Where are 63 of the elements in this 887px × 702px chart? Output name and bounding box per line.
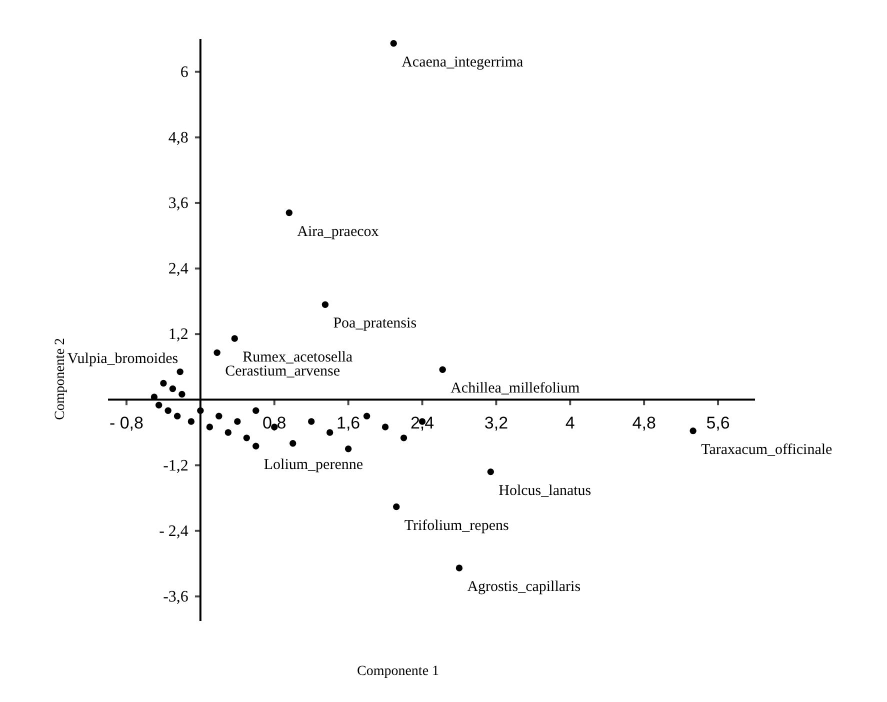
point xyxy=(393,503,400,510)
x-tick-label: 5,6 xyxy=(706,414,730,433)
annotation: Agrostis_capillaris xyxy=(467,578,581,595)
x-tick-label: 2,4 xyxy=(410,414,434,433)
point xyxy=(176,368,184,376)
point xyxy=(206,424,214,430)
point xyxy=(214,349,220,356)
y-tick-label: - 2,4 xyxy=(159,522,188,540)
x-axis-title: Componente 1 xyxy=(356,664,440,679)
annotation: Vulpia_bromoides xyxy=(67,350,178,367)
annotation: Trifolium_repens xyxy=(404,518,509,534)
annotation: Holcus_lanatus xyxy=(498,482,592,499)
point xyxy=(252,442,260,450)
point xyxy=(197,407,204,414)
annotation: Cerastium_arvense xyxy=(225,364,340,380)
point xyxy=(231,335,238,342)
point xyxy=(390,40,397,47)
annotation: Taraxacum_officinale xyxy=(701,442,833,458)
point xyxy=(456,564,463,572)
y-tick-label: 4,8 xyxy=(168,129,188,146)
point xyxy=(286,209,293,216)
point xyxy=(322,301,329,308)
point xyxy=(174,412,181,420)
point xyxy=(363,412,370,420)
point xyxy=(252,407,260,414)
annotation: Achillea_millefolium xyxy=(450,380,580,397)
annotation: Poa_pratensis xyxy=(333,316,417,332)
annotation: Aira_praecox xyxy=(297,224,380,240)
point xyxy=(382,424,389,430)
annotation: Acaena_integerrima xyxy=(402,54,524,70)
x-tick-label: 4,8 xyxy=(632,414,656,433)
x-tick-label: 0,8 xyxy=(262,414,286,433)
point xyxy=(400,434,408,442)
point xyxy=(487,468,494,476)
point xyxy=(216,412,222,420)
x-tick-label: 3,2 xyxy=(484,414,508,433)
point xyxy=(188,418,195,425)
point xyxy=(155,402,162,408)
x-tick-label: 4 xyxy=(565,414,575,433)
y-tick-label: 1,2 xyxy=(168,326,188,344)
annotation: Rumex_acetosella xyxy=(242,349,353,366)
point xyxy=(326,429,334,436)
point xyxy=(160,380,167,387)
point xyxy=(344,446,352,452)
x-tick-label: - 0,8 xyxy=(109,414,144,433)
y-tick-label: 6 xyxy=(180,64,188,81)
point xyxy=(234,418,241,425)
point xyxy=(439,366,446,373)
point xyxy=(224,429,232,436)
point xyxy=(308,418,315,425)
point xyxy=(169,385,176,392)
y-tick-label: -1,2 xyxy=(163,457,188,474)
y-tick-label: -3,6 xyxy=(163,588,188,606)
y-tick-label: 2,4 xyxy=(168,260,188,278)
x-tick-label: 1,6 xyxy=(336,414,360,433)
annotation: Lolium_perenne xyxy=(264,457,364,474)
point xyxy=(243,434,250,442)
point xyxy=(164,407,172,414)
y-axis-title: Componente 2 xyxy=(53,338,68,420)
y-tick-label: 3,6 xyxy=(168,194,188,212)
point xyxy=(290,440,296,447)
point xyxy=(690,427,696,434)
point xyxy=(178,390,186,398)
